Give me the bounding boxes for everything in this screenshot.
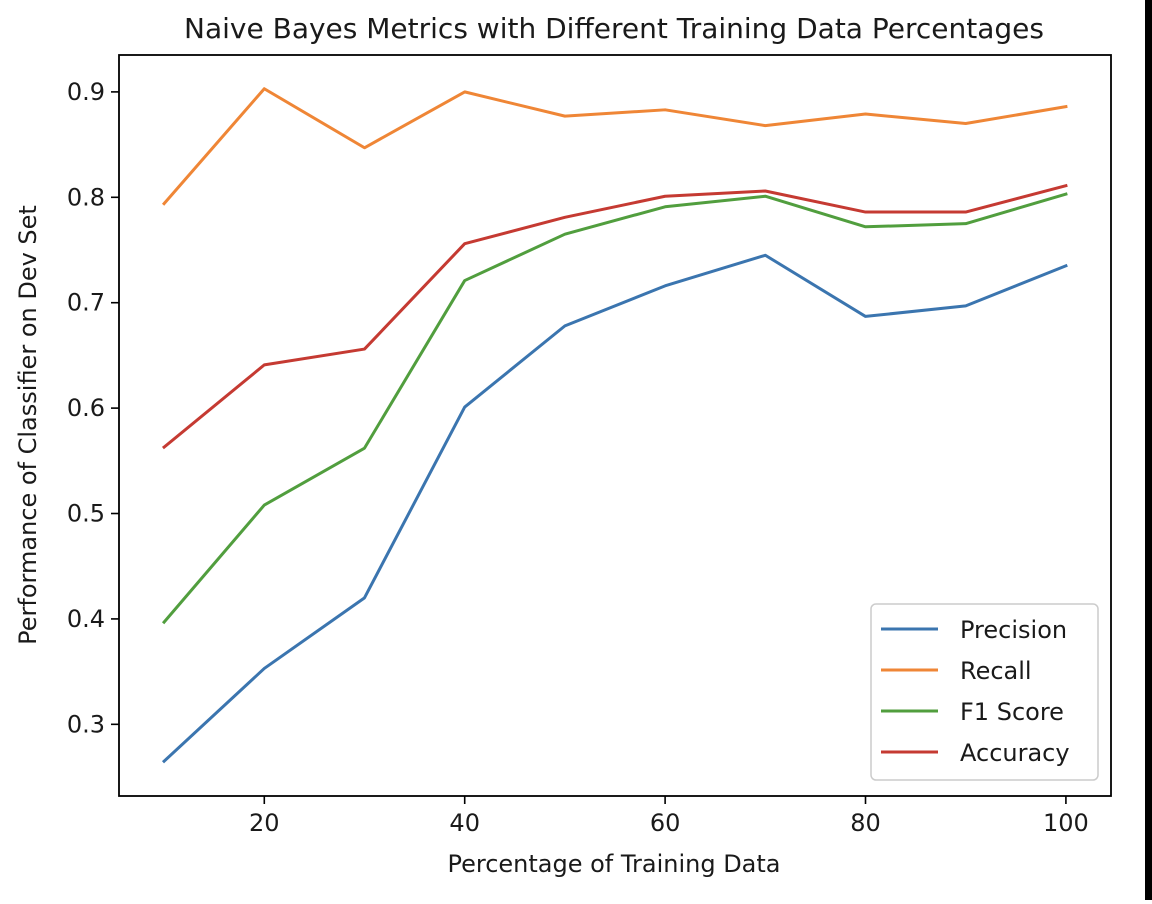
y-tick-label: 0.3 (67, 710, 105, 738)
legend-label-precision: Precision (960, 616, 1067, 644)
y-tick-label: 0.9 (67, 78, 105, 106)
x-axis-label: Percentage of Training Data (447, 850, 780, 878)
axes: 20 40 60 80 100 0.3 0.4 0.5 0.6 0.7 0.8 0.9 (67, 54, 1112, 837)
x-tick-label: 100 (1043, 809, 1089, 837)
y-tick-label: 0.5 (67, 500, 105, 528)
chart-title: Naive Bayes Metrics with Different Train… (184, 12, 1044, 45)
legend-label-f1-score: F1 Score (960, 698, 1064, 726)
plot-area (161, 87, 1068, 764)
y-axis-label: Performance of Classifier on Dev Set (14, 205, 42, 645)
x-tick-label: 80 (850, 809, 881, 837)
series-line-f1-score (161, 192, 1068, 625)
axes-frame (118, 54, 1112, 797)
y-tick-label: 0.6 (67, 394, 105, 422)
x-tick-label: 20 (249, 809, 280, 837)
legend-box (870, 603, 1099, 781)
x-tick-label: 60 (650, 809, 681, 837)
legend-label-accuracy: Accuracy (960, 739, 1070, 767)
series-line-precision (161, 253, 1068, 764)
y-tick-label: 0.8 (67, 183, 105, 211)
legend: Precision Recall F1 Score Accuracy (870, 603, 1099, 781)
series-line-accuracy (161, 183, 1068, 450)
legend-label-recall: Recall (960, 657, 1032, 685)
series-line-recall (161, 87, 1068, 206)
y-tick-label: 0.7 (67, 289, 105, 317)
y-tick-label: 0.4 (67, 605, 105, 633)
x-tick-label: 40 (449, 809, 480, 837)
window-edge (1145, 0, 1152, 900)
